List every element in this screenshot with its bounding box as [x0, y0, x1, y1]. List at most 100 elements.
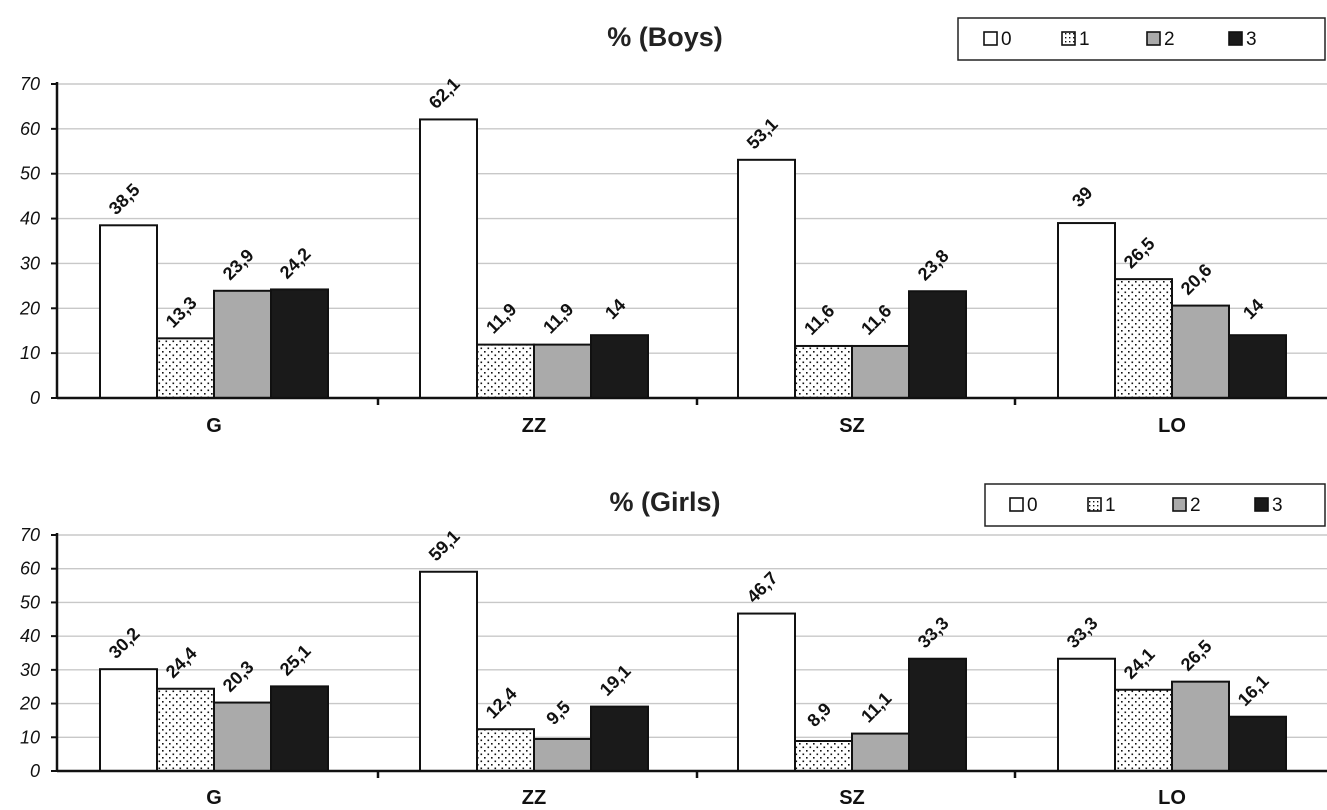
bar	[851, 344, 910, 400]
legend-swatch	[1009, 497, 1024, 512]
bar	[156, 687, 215, 772]
data-label: 62,1	[425, 74, 464, 113]
data-label: 23,9	[219, 245, 258, 284]
data-label: 26,5	[1120, 233, 1159, 272]
bar	[1114, 688, 1173, 773]
y-tick-label: 40	[20, 626, 40, 646]
bar	[533, 737, 592, 773]
data-label: 38,5	[105, 180, 144, 219]
data-label: 11,9	[482, 299, 520, 337]
bar	[270, 288, 329, 399]
category-label: ZZ	[522, 787, 546, 809]
bar	[794, 344, 853, 400]
bar	[1057, 657, 1116, 773]
legend-swatch	[1228, 31, 1243, 46]
data-label: 13,3	[162, 293, 201, 332]
data-label: 26,5	[1177, 636, 1216, 675]
data-label: 30,2	[105, 623, 144, 662]
category-label: G	[206, 415, 222, 437]
bar	[737, 612, 796, 772]
legend-label: 3	[1246, 29, 1257, 50]
y-tick-label: 50	[20, 164, 40, 184]
data-label: 39	[1068, 183, 1096, 211]
bar	[533, 343, 592, 399]
legend-label: 0	[1001, 29, 1012, 50]
bar	[590, 705, 649, 772]
y-tick-label: 70	[20, 525, 40, 545]
data-label: 24,2	[276, 244, 315, 283]
category-label: ZZ	[522, 415, 546, 437]
y-tick-label: 40	[20, 209, 40, 229]
y-tick-label: 70	[20, 74, 40, 94]
legend-label: 3	[1272, 495, 1283, 516]
category-label: G	[206, 787, 222, 809]
data-label: 9,5	[542, 697, 574, 729]
y-tick-label: 10	[20, 727, 40, 747]
y-tick-label: 30	[20, 253, 40, 273]
data-label: 11,6	[800, 301, 838, 339]
legend-swatch	[1061, 31, 1076, 46]
bar	[1057, 222, 1116, 399]
bar	[1228, 334, 1287, 400]
bar	[737, 158, 796, 399]
bar	[213, 701, 272, 772]
data-label: 24,1	[1120, 644, 1159, 683]
bar	[908, 290, 967, 399]
category-label: SZ	[839, 787, 865, 809]
bar	[908, 657, 967, 773]
y-tick-label: 0	[30, 761, 40, 781]
legend: 0 1 2 3	[984, 483, 1326, 527]
bar	[99, 668, 158, 773]
data-label: 25,1	[276, 641, 315, 680]
legend-swatch	[1146, 31, 1161, 46]
bar	[1114, 278, 1173, 399]
y-tick-label: 60	[20, 119, 40, 139]
bar	[213, 289, 272, 400]
data-label: 19,1	[596, 661, 635, 700]
bar	[1228, 715, 1287, 772]
data-label: 11,6	[857, 301, 895, 339]
data-label: 14	[601, 295, 629, 323]
y-tick-label: 30	[20, 660, 40, 680]
bar	[590, 334, 649, 400]
data-label: 33,3	[1063, 613, 1102, 652]
legend-label: 2	[1164, 29, 1175, 50]
data-label: 11,1	[857, 688, 895, 726]
chart-title: % (Boys)	[607, 22, 723, 52]
bar	[794, 739, 853, 772]
category-label: SZ	[839, 415, 865, 437]
data-label: 11,9	[539, 299, 577, 337]
bar	[156, 337, 215, 399]
bar	[851, 732, 910, 773]
y-tick-label: 20	[19, 694, 40, 714]
category-label: LO	[1158, 415, 1186, 437]
y-tick-label: 20	[19, 298, 40, 318]
bar	[476, 728, 535, 772]
legend-label: 0	[1027, 495, 1038, 516]
data-label: 33,3	[914, 613, 953, 652]
legend-label: 2	[1190, 495, 1201, 516]
data-label: 20,3	[219, 657, 258, 696]
legend-box	[957, 17, 1326, 61]
data-label: 24,4	[162, 643, 201, 682]
bar	[476, 343, 535, 399]
data-label: 59,1	[425, 526, 464, 565]
y-tick-label: 10	[20, 343, 40, 363]
bar	[1171, 680, 1230, 773]
data-label: 53,1	[743, 114, 782, 153]
legend-swatch	[983, 31, 998, 46]
legend-swatch	[1172, 497, 1187, 512]
data-label: 20,6	[1177, 260, 1216, 299]
bar	[419, 118, 478, 400]
legend-swatch	[1254, 497, 1269, 512]
data-label: 46,7	[743, 568, 782, 607]
data-label: 23,8	[914, 246, 953, 285]
data-label: 14	[1239, 295, 1267, 323]
bar	[99, 224, 158, 399]
y-tick-label: 0	[30, 388, 40, 408]
legend: 0 1 2 3	[957, 17, 1326, 61]
